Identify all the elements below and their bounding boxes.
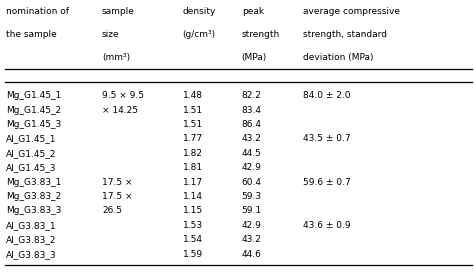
Text: strength: strength (242, 30, 280, 39)
Text: sample: sample (102, 7, 135, 16)
Text: 43.2: 43.2 (242, 134, 262, 143)
Text: Mg_G1.45_1: Mg_G1.45_1 (6, 91, 61, 100)
Text: 86.4: 86.4 (242, 120, 262, 129)
Text: 1.82: 1.82 (182, 149, 202, 158)
Text: the sample: the sample (6, 30, 56, 39)
Text: 1.59: 1.59 (182, 250, 202, 259)
Text: Al_G1.45_1: Al_G1.45_1 (6, 134, 56, 143)
Text: 42.9: 42.9 (242, 163, 262, 172)
Text: × 14.25: × 14.25 (102, 106, 138, 115)
Text: Al_G3.83_2: Al_G3.83_2 (6, 235, 56, 244)
Text: peak: peak (242, 7, 264, 16)
Text: Al_G3.83_1: Al_G3.83_1 (6, 221, 56, 230)
Text: (MPa): (MPa) (242, 53, 267, 62)
Text: 1.81: 1.81 (182, 163, 202, 172)
Text: density: density (182, 7, 216, 16)
Text: 1.48: 1.48 (182, 91, 202, 100)
Text: (g/cm³): (g/cm³) (182, 30, 216, 39)
Text: 1.14: 1.14 (182, 192, 202, 201)
Text: Mg_G1.45_2: Mg_G1.45_2 (6, 106, 61, 115)
Text: Al_G3.83_3: Al_G3.83_3 (6, 250, 56, 259)
Text: Al_G1.45_3: Al_G1.45_3 (6, 163, 56, 172)
Text: deviation (MPa): deviation (MPa) (303, 53, 374, 62)
Text: 43.2: 43.2 (242, 235, 262, 244)
Text: 44.5: 44.5 (242, 149, 262, 158)
Text: 60.4: 60.4 (242, 178, 262, 187)
Text: 26.5: 26.5 (102, 206, 122, 215)
Text: Mg_G3.83_3: Mg_G3.83_3 (6, 206, 61, 215)
Text: Mg_G3.83_1: Mg_G3.83_1 (6, 178, 61, 187)
Text: 1.17: 1.17 (182, 178, 202, 187)
Text: 82.2: 82.2 (242, 91, 262, 100)
Text: 1.51: 1.51 (182, 106, 202, 115)
Text: size: size (102, 30, 119, 39)
Text: 59.1: 59.1 (242, 206, 262, 215)
Text: 84.0 ± 2.0: 84.0 ± 2.0 (303, 91, 351, 100)
Text: 83.4: 83.4 (242, 106, 262, 115)
Text: average compressive: average compressive (303, 7, 401, 16)
Text: Al_G1.45_2: Al_G1.45_2 (6, 149, 56, 158)
Text: 9.5 × 9.5: 9.5 × 9.5 (102, 91, 144, 100)
Text: 1.15: 1.15 (182, 206, 202, 215)
Text: (mm³): (mm³) (102, 53, 130, 62)
Text: 1.51: 1.51 (182, 120, 202, 129)
Text: 1.53: 1.53 (182, 221, 202, 230)
Text: 17.5 ×: 17.5 × (102, 178, 132, 187)
Text: nomination of: nomination of (6, 7, 69, 16)
Text: Mg_G3.83_2: Mg_G3.83_2 (6, 192, 61, 201)
Text: Mg_G1.45_3: Mg_G1.45_3 (6, 120, 61, 129)
Text: 42.9: 42.9 (242, 221, 262, 230)
Text: 43.6 ± 0.9: 43.6 ± 0.9 (303, 221, 351, 230)
Text: 1.77: 1.77 (182, 134, 202, 143)
Text: 44.6: 44.6 (242, 250, 262, 259)
Text: 17.5 ×: 17.5 × (102, 192, 132, 201)
Text: 43.5 ± 0.7: 43.5 ± 0.7 (303, 134, 351, 143)
Text: 1.54: 1.54 (182, 235, 202, 244)
Text: 59.3: 59.3 (242, 192, 262, 201)
Text: strength, standard: strength, standard (303, 30, 387, 39)
Text: 59.6 ± 0.7: 59.6 ± 0.7 (303, 178, 351, 187)
